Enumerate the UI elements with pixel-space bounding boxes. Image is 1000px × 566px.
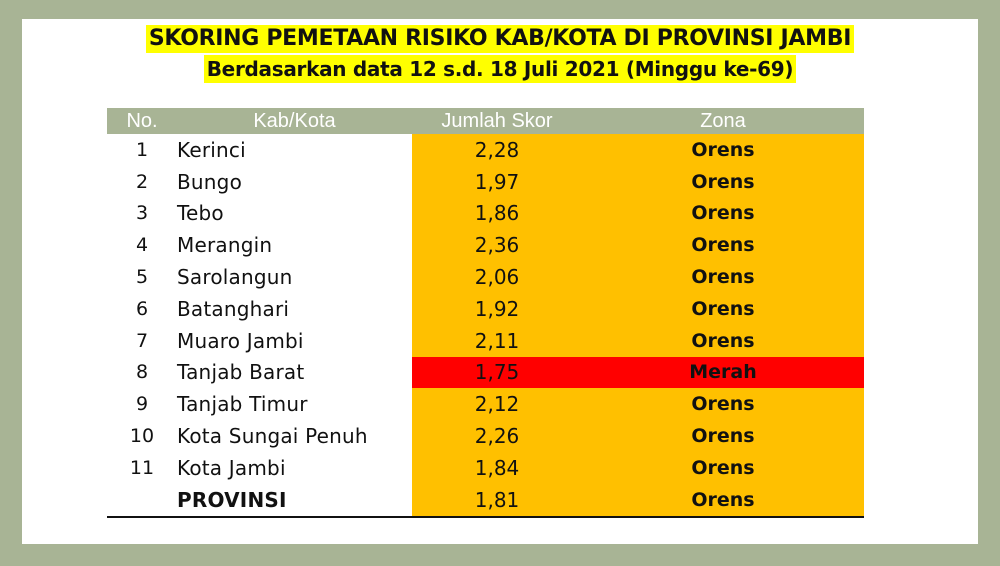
row-name: Bungo [177,169,243,194]
row-name: PROVINSI [177,487,287,512]
table-row: 1 Kerinci 2,28 Orens [107,134,864,166]
row-no: 8 [135,361,149,384]
row-score: 2,26 [412,420,582,452]
table-row: 6 Batanghari 1,92 Orens [107,292,864,325]
row-score: 2,06 [412,261,582,293]
row-no: 1 [135,138,149,161]
table-row: 11 Kota Jambi 1,84 Orens [107,451,864,484]
row-score: 2,11 [412,324,582,357]
row-no: 10 [129,425,155,448]
row-zone: Orens [582,165,864,198]
table-row: 7 Muaro Jambi 2,11 Orens [107,324,864,357]
row-name: Sarolangun [177,265,293,290]
row-zone: Orens [582,420,864,452]
row-name: Muaro Jambi [177,328,304,353]
risk-score-table: No. Kab/Kota Jumlah Skor Zona 1 Kerinci … [107,108,864,518]
title-block: SKORING PEMETAAN RISIKO KAB/KOTA DI PROV… [22,25,978,83]
table-row: 9 Tanjab Timur 2,12 Orens [107,388,864,421]
row-zone: Orens [582,388,864,421]
row-zone: Merah [582,356,864,389]
row-zone: Orens [582,197,864,230]
row-no: 4 [135,234,149,257]
row-no: 11 [129,456,155,479]
row-name: Tanjab Barat [177,360,305,385]
table-row-red-zone: 8 Tanjab Barat 1,75 Merah [107,356,864,389]
table-row: 5 Sarolangun 2,06 Orens [107,261,864,293]
table-row: 10 Kota Sungai Penuh 2,26 Orens [107,420,864,452]
table-header: No. Kab/Kota Jumlah Skor Zona [107,108,864,134]
row-score: 1,97 [412,165,582,198]
row-name: Kerinci [177,137,246,162]
header-kab-kota: Kab/Kota [253,109,336,132]
page-subtitle: Berdasarkan data 12 s.d. 18 Juli 2021 (M… [203,55,797,83]
row-name: Kota Jambi [177,455,286,480]
row-score: 1,86 [412,197,582,230]
row-score: 1,81 [412,483,582,516]
row-zone: Orens [582,229,864,262]
header-no: No. [126,109,158,132]
row-score: 1,75 [412,356,582,389]
page-title: SKORING PEMETAAN RISIKO KAB/KOTA DI PROV… [145,25,855,53]
header-zona: Zona [700,109,746,132]
row-name: Batanghari [177,296,290,321]
row-no: 2 [135,170,149,193]
row-zone: Orens [582,483,864,516]
row-score: 2,12 [412,388,582,421]
table-row: 4 Merangin 2,36 Orens [107,229,864,262]
row-score: 1,84 [412,451,582,484]
row-name: Tanjab Timur [177,392,308,417]
table-row-total: PROVINSI 1,81 Orens [107,483,864,518]
row-score: 1,92 [412,292,582,325]
row-zone: Orens [582,292,864,325]
row-score: 2,36 [412,229,582,262]
row-no: 6 [135,297,149,320]
row-no: 7 [135,329,149,352]
row-zone: Orens [582,324,864,357]
row-zone: Orens [582,134,864,166]
row-zone: Orens [582,451,864,484]
header-jumlah-skor: Jumlah Skor [441,109,553,132]
row-name: Tebo [177,201,224,226]
row-no: 5 [135,266,149,289]
table-row: 3 Tebo 1,86 Orens [107,197,864,230]
row-no: 3 [135,202,149,225]
row-zone: Orens [582,261,864,293]
row-score: 2,28 [412,134,582,166]
slide: SKORING PEMETAAN RISIKO KAB/KOTA DI PROV… [22,19,978,544]
row-name: Kota Sungai Penuh [177,424,368,449]
row-name: Merangin [177,233,273,258]
row-no: 9 [135,393,149,416]
table-row: 2 Bungo 1,97 Orens [107,165,864,198]
